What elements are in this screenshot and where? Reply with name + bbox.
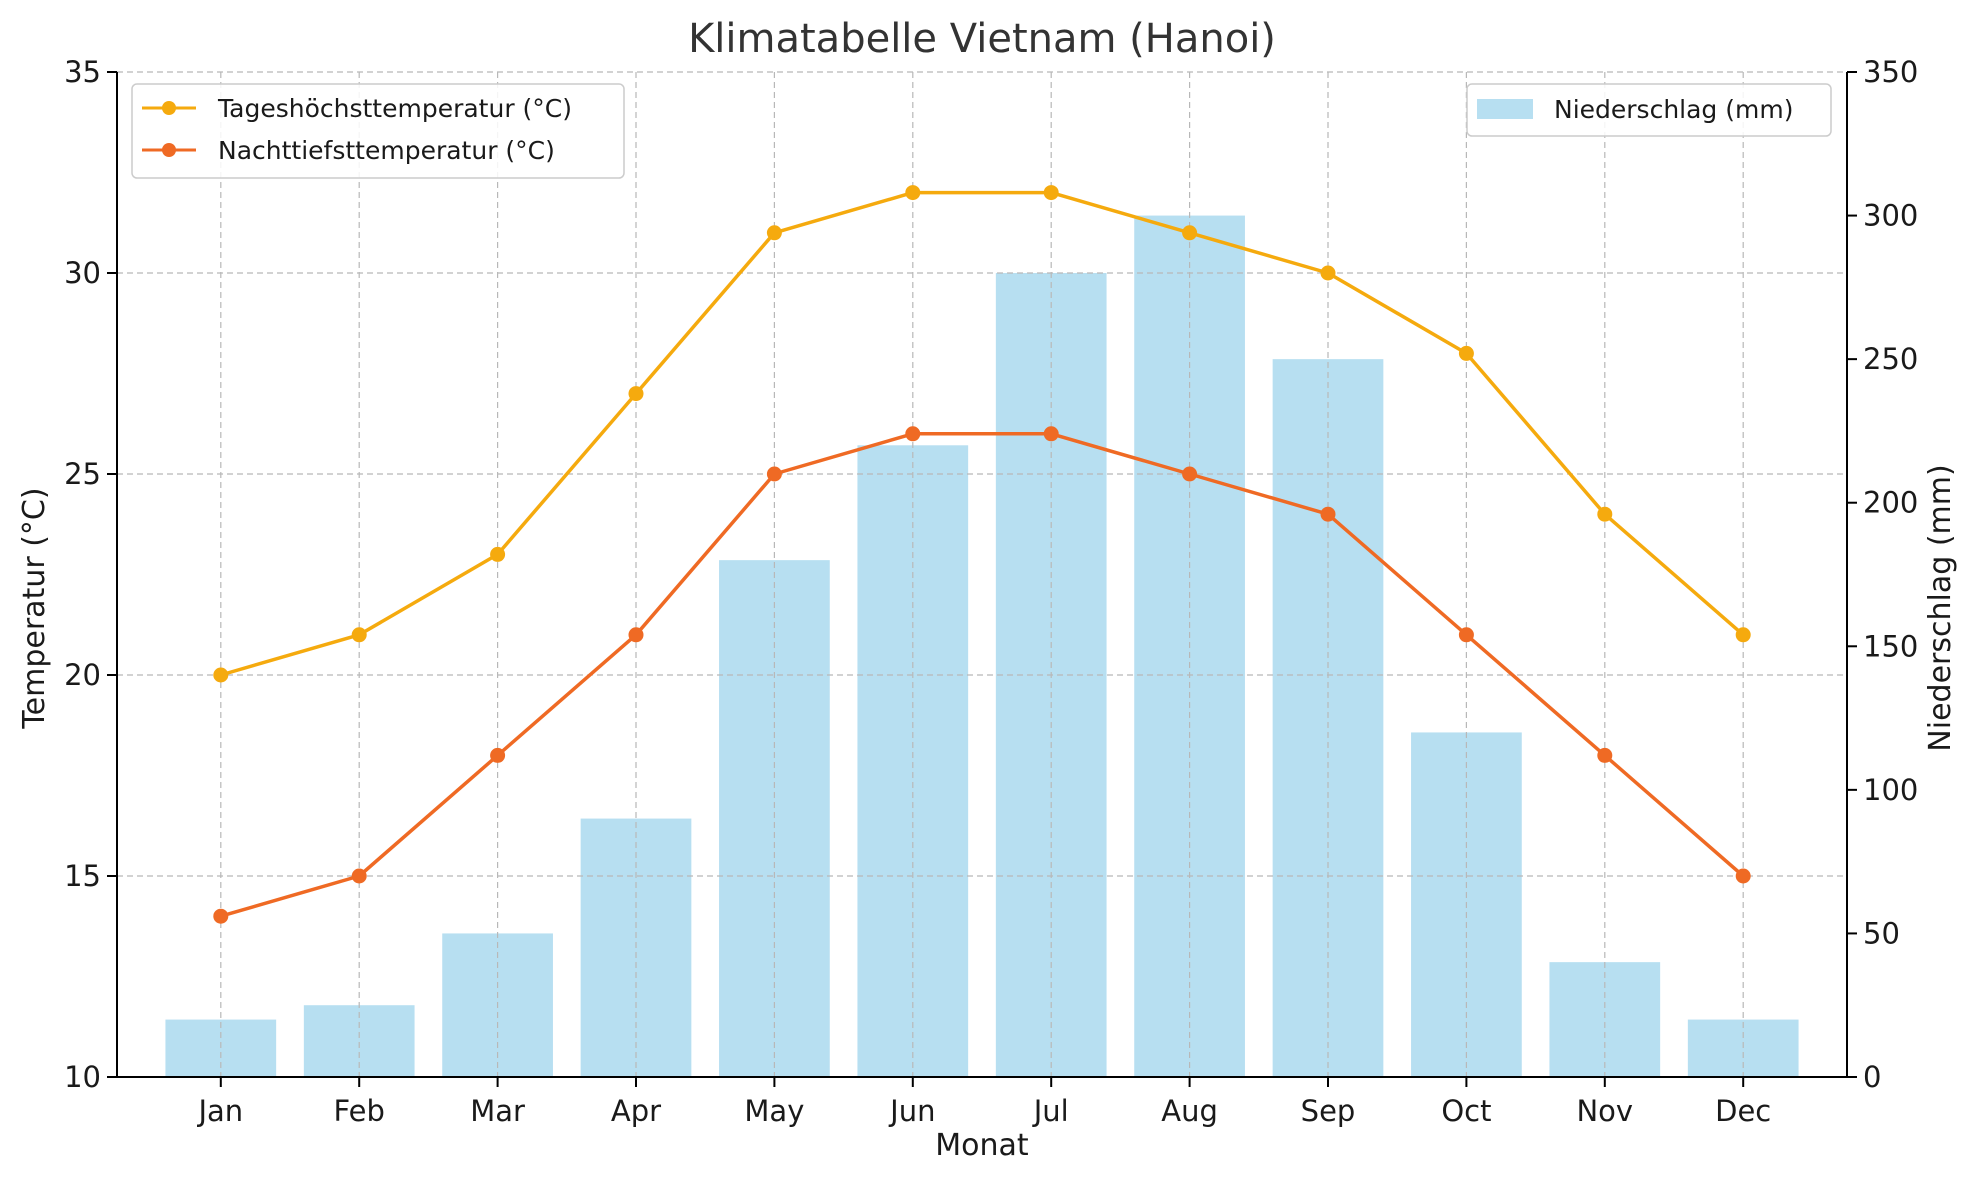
bar-jun — [857, 445, 969, 1077]
x-tick-label: Apr — [611, 1094, 661, 1128]
legend-marker-high — [162, 101, 176, 115]
x-tick-label: Mar — [470, 1094, 525, 1128]
x-tick-label: Nov — [1576, 1094, 1633, 1128]
point-series-0-oct — [1458, 345, 1474, 361]
x-tick-label: Jun — [888, 1094, 935, 1128]
y2-tick-label: 50 — [1863, 916, 1900, 950]
point-series-1-apr — [628, 627, 644, 643]
legend-label-precip: Niederschlag (mm) — [1554, 95, 1793, 124]
temperature-lines — [213, 185, 1751, 924]
legend-temperature: Tageshöchsttemperatur (°C) Nachttiefstte… — [131, 83, 625, 179]
y-axis-label: Temperatur (°C) — [17, 487, 52, 729]
y-tick-label: 35 — [64, 55, 101, 89]
y-tick-label: 10 — [64, 1060, 101, 1094]
point-series-0-aug — [1182, 225, 1198, 241]
legend-marker-low — [162, 143, 176, 157]
point-series-1-feb — [351, 868, 367, 884]
legend-swatch-precip — [1477, 99, 1533, 119]
point-series-0-sep — [1320, 265, 1336, 281]
point-series-0-jun — [905, 185, 921, 201]
point-series-1-oct — [1458, 627, 1474, 643]
x-tick-label: Feb — [334, 1094, 385, 1128]
y-tick-label: 15 — [64, 859, 101, 893]
point-series-1-aug — [1182, 466, 1198, 482]
y2-tick-label: 0 — [1863, 1060, 1881, 1094]
point-series-1-jul — [1043, 426, 1059, 442]
x-tick-label: Oct — [1441, 1094, 1491, 1128]
point-series-0-may — [766, 225, 782, 241]
x-tick-label: Jul — [1032, 1094, 1069, 1128]
x-tick-label: May — [744, 1094, 804, 1128]
point-series-1-jan — [213, 908, 229, 924]
legend-precipitation: Niederschlag (mm) — [1466, 83, 1832, 137]
y2-tick-label: 100 — [1863, 773, 1918, 807]
y2-axis-label: Niederschlag (mm) — [1923, 464, 1958, 751]
legend-label-high: Tageshöchsttemperatur (°C) — [217, 94, 572, 123]
point-series-1-sep — [1320, 506, 1336, 522]
point-series-1-mar — [490, 747, 506, 763]
x-axis-label: Monat — [935, 1128, 1029, 1163]
bar-dec — [1687, 1019, 1799, 1077]
point-series-0-nov — [1597, 506, 1613, 522]
point-series-0-mar — [490, 546, 506, 562]
point-series-1-nov — [1597, 747, 1613, 763]
bar-nov — [1549, 962, 1661, 1077]
chart-title: Klimatabelle Vietnam (Hanoi) — [688, 16, 1276, 62]
x-tick-label: Dec — [1715, 1094, 1771, 1128]
bar-jan — [165, 1019, 277, 1077]
y2-tick-label: 150 — [1863, 629, 1918, 663]
y-tick-label: 25 — [64, 457, 101, 491]
point-series-0-feb — [351, 627, 367, 643]
x-tick-label: Aug — [1161, 1094, 1218, 1128]
y-tick-label: 30 — [64, 256, 101, 290]
y2-tick-label: 350 — [1863, 55, 1918, 89]
legend-label-low: Nachttiefsttemperatur (°C) — [218, 136, 555, 165]
y-tick-label: 20 — [64, 658, 101, 692]
y2-tick-label: 300 — [1863, 199, 1918, 233]
y2-tick-label: 250 — [1863, 342, 1918, 376]
point-series-1-may — [766, 466, 782, 482]
line-series-1 — [220, 432, 1745, 918]
grid-lines — [117, 71, 1847, 1078]
point-series-1-dec — [1735, 868, 1751, 884]
point-series-0-jul — [1043, 185, 1059, 201]
point-series-0-dec — [1735, 627, 1751, 643]
y2-tick-label: 200 — [1863, 486, 1918, 520]
point-series-0-jan — [213, 667, 229, 683]
point-series-1-jun — [905, 426, 921, 442]
x-tick-label: Sep — [1301, 1094, 1356, 1128]
line-series-0 — [220, 190, 1745, 677]
precipitation-bars — [165, 215, 1799, 1078]
point-series-0-apr — [628, 386, 644, 402]
x-tick-label: Jan — [196, 1094, 243, 1128]
